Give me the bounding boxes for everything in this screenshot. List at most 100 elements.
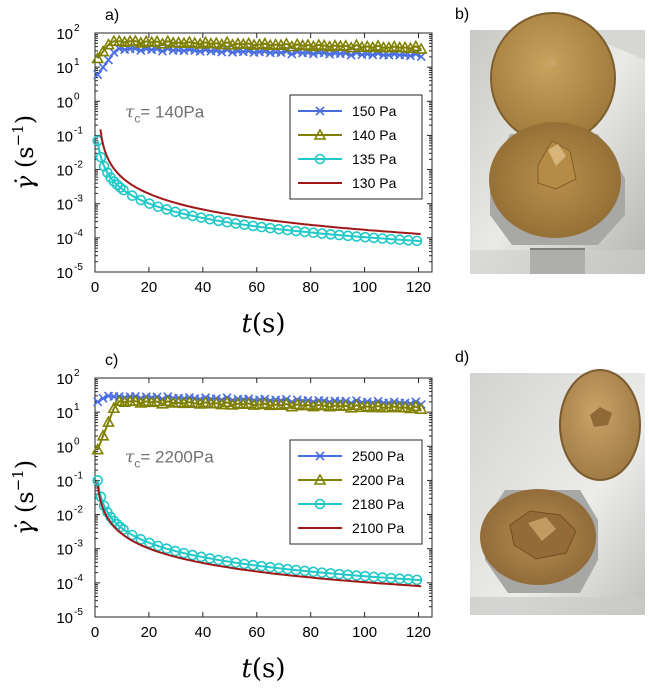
legend-entry: 150 Pa <box>298 103 397 119</box>
data-point <box>258 37 272 49</box>
y-tick-label: 10 <box>56 26 73 43</box>
data-point <box>108 176 120 187</box>
panel-label-d: d) <box>455 349 469 366</box>
legend-entry: 2180 Pa <box>298 496 404 512</box>
critical-stress-annotation: τc= 140Pa <box>125 102 205 125</box>
series-line <box>96 400 422 450</box>
y-tick-exponent: -2 <box>74 505 83 516</box>
data-point <box>411 574 423 586</box>
data-point <box>317 38 331 51</box>
data-point <box>411 235 423 247</box>
legend-entry: 2100 Pa <box>298 520 404 536</box>
y-tick-exponent: 1 <box>74 57 80 68</box>
data-point <box>344 41 358 53</box>
data-point <box>220 395 234 408</box>
y-tick-exponent: 1 <box>74 402 80 413</box>
legend-label: 2200 Pa <box>352 472 404 488</box>
critical-stress-annotation: τc= 2200Pa <box>125 447 214 470</box>
x-axis-label: t(s) <box>241 654 285 684</box>
data-point <box>350 38 363 50</box>
data-point <box>156 397 169 409</box>
y-tick-label: 10 <box>56 128 73 145</box>
plot-frame <box>94 32 433 273</box>
legend-marker <box>315 451 325 461</box>
data-point <box>258 397 272 409</box>
y-tick-label: 10 <box>56 265 73 282</box>
y-tick-exponent: 0 <box>74 91 80 102</box>
legend-entry: 130 Pa <box>298 175 397 191</box>
data-point <box>111 179 123 191</box>
data-point <box>115 182 126 193</box>
legend-label: 2180 Pa <box>352 496 404 512</box>
y-tick-label: 10 <box>56 508 73 525</box>
panel-label-b: b) <box>455 6 469 23</box>
legend-label: 2100 Pa <box>352 520 404 536</box>
data-point <box>126 529 138 541</box>
data-point <box>91 442 105 455</box>
x-tick-label: 40 <box>194 279 211 296</box>
data-point <box>92 475 103 486</box>
legend-entry: 135 Pa <box>298 151 397 167</box>
y-tick-label: 10 <box>56 163 73 180</box>
legend-entry: 2200 Pa <box>298 472 404 488</box>
legend-entry: 2500 Pa <box>298 448 404 464</box>
legend-marker <box>314 153 326 165</box>
series-130-pa <box>99 129 421 235</box>
legend-marker <box>314 498 326 510</box>
y-axis-label: γ̇ (s−1) <box>9 115 39 190</box>
y-axis-label: γ̇ (s−1) <box>9 460 39 535</box>
data-point <box>183 395 196 407</box>
data-point <box>350 398 363 411</box>
legend: 2500 Pa 2200 Pa 2180 Pa 2100 Pa <box>289 439 423 545</box>
data-point <box>280 397 293 409</box>
photo-d <box>470 369 645 615</box>
data-point <box>209 36 223 49</box>
legend: 150 Pa 140 Pa 135 Pa 130 Pa <box>289 94 423 200</box>
data-point <box>98 161 110 172</box>
x-tick-label: 80 <box>302 279 319 296</box>
y-tick-exponent: -3 <box>74 194 83 205</box>
data-point <box>112 394 126 407</box>
data-point <box>107 401 121 414</box>
data-point <box>183 35 196 47</box>
data-point <box>339 399 353 411</box>
x-tick-label: 120 <box>406 279 431 296</box>
data-point <box>109 47 119 58</box>
data-point <box>91 51 105 64</box>
series-135-pa <box>92 135 423 247</box>
data-point <box>339 39 353 51</box>
data-point <box>199 35 212 48</box>
photo-b <box>470 12 645 274</box>
data-point <box>150 394 164 407</box>
data-point <box>95 151 107 163</box>
y-tick-label: 10 <box>56 371 73 388</box>
x-tick-label: 120 <box>406 624 431 641</box>
y-tick-exponent: -2 <box>74 160 83 171</box>
data-point <box>199 395 212 408</box>
data-point <box>301 398 315 410</box>
y-tick-label: 10 <box>56 231 73 248</box>
data-point <box>317 398 331 411</box>
data-point <box>103 55 114 65</box>
data-point <box>414 402 428 414</box>
data-point <box>96 429 110 441</box>
data-point <box>93 397 103 407</box>
data-point <box>98 62 108 72</box>
data-point <box>301 38 315 50</box>
data-point <box>414 42 428 54</box>
photo-panel-d: d) <box>455 349 645 615</box>
x-tick-label: 80 <box>302 624 319 641</box>
legend-label: 135 Pa <box>352 151 397 167</box>
data-point <box>344 401 358 413</box>
data-point <box>129 34 142 46</box>
x-tick-label: 20 <box>141 624 158 641</box>
data-point <box>96 44 110 57</box>
data-point <box>360 39 374 52</box>
series-2180-pa <box>92 475 423 586</box>
series-line <box>96 485 422 588</box>
y-tick-label: 10 <box>56 60 73 77</box>
y-tick-label: 10 <box>56 94 73 111</box>
y-tick-exponent: 0 <box>74 436 80 447</box>
